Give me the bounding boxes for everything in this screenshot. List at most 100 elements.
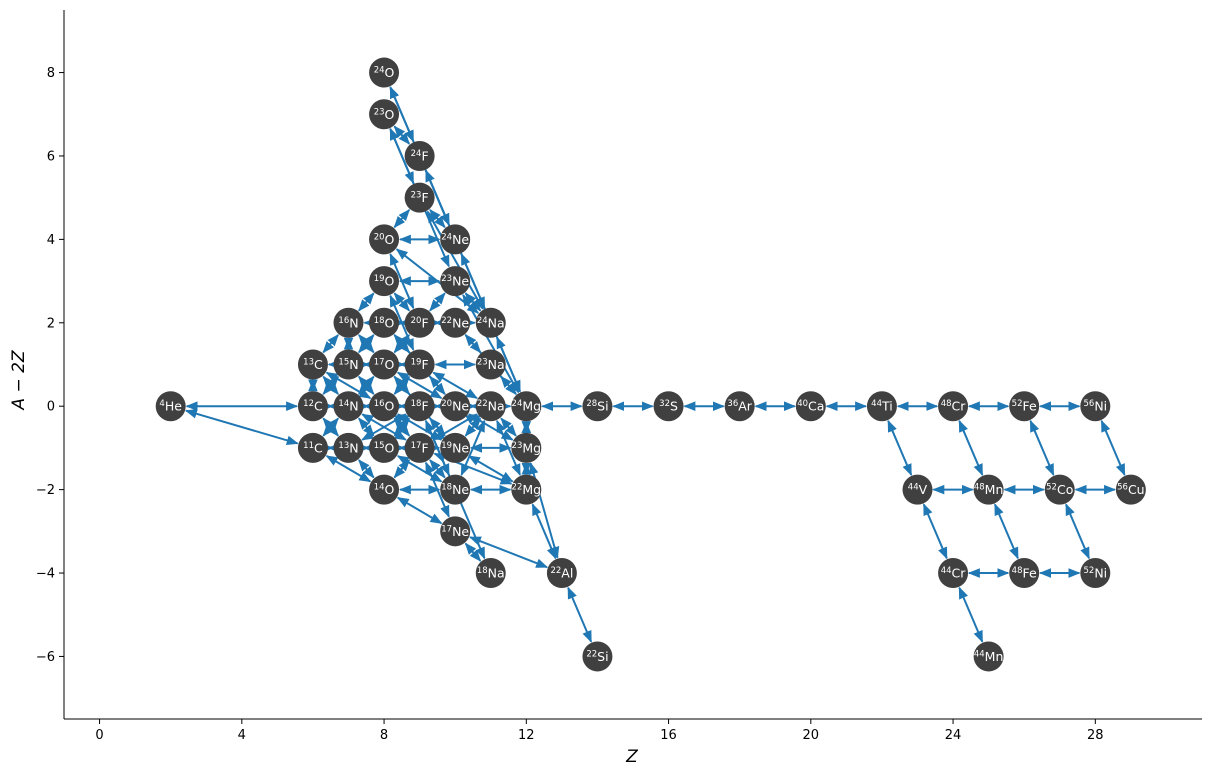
element-symbol: V (919, 482, 928, 497)
element-symbol: Mg (522, 440, 541, 455)
isotope-label: 19F (411, 357, 429, 372)
isotope-node-mn48: 48Mn (973, 474, 1004, 505)
element-symbol: Ne (452, 482, 469, 497)
isotope-label: 18Ne (441, 482, 469, 497)
mass-number: 16 (374, 399, 385, 409)
node-circle (369, 266, 400, 297)
isotope-node-c13: 13C (297, 349, 328, 380)
mass-number: 32 (659, 399, 670, 409)
mass-number: 17 (411, 441, 422, 451)
reaction-link-c13-n16 (322, 334, 339, 354)
reaction-link-na22-mg22 (496, 419, 521, 477)
mass-number: 44 (941, 566, 952, 576)
isotope-label: 40Ca (797, 399, 824, 414)
node-circle (475, 349, 506, 380)
isotope-node-cr48: 48Cr (938, 391, 969, 422)
element-symbol: C (314, 399, 323, 414)
mass-number: 23 (411, 191, 422, 201)
isotope-label: 28Si (586, 399, 608, 414)
element-symbol: Ca (808, 399, 824, 414)
node-circle (1115, 474, 1146, 505)
isotope-label: 13C (303, 357, 323, 372)
node-circle (404, 182, 435, 213)
node-circle (973, 641, 1004, 672)
element-symbol: Ne (452, 232, 469, 247)
node-circle (724, 391, 755, 422)
y-tick-label: 8 (47, 66, 55, 81)
element-symbol: Mg (522, 399, 541, 414)
mass-number: 22 (550, 566, 561, 576)
element-symbol: C (314, 357, 323, 372)
element-symbol: N (349, 315, 358, 330)
isotope-label: 52Co (1046, 482, 1073, 497)
element-symbol: Fe (1023, 566, 1038, 581)
mass-number: 18 (374, 316, 385, 326)
element-symbol: O (385, 399, 395, 414)
isotope-label: 20F (411, 315, 429, 330)
reaction-link-ne17-na18 (464, 542, 482, 562)
isotope-label: 52Fe (1012, 399, 1037, 414)
mass-number: 17 (374, 358, 385, 368)
isotope-node-co52: 52Co (1044, 474, 1075, 505)
mass-number: 24 (441, 232, 452, 242)
x-ticks: 0 4 8 12 16 20 24 28 (95, 719, 1104, 743)
element-symbol: Cr (952, 399, 967, 414)
isotope-label: 48Mn (974, 482, 1004, 497)
node-circle (1009, 391, 1040, 422)
isotope-label: 44V (908, 482, 928, 497)
isotope-node-o16: 16O (369, 391, 400, 422)
reaction-link-ne19-mg22 (467, 455, 514, 483)
reaction-link-ne17-al22 (468, 536, 549, 569)
isotope-label: 23Na (477, 357, 505, 372)
element-symbol: O (385, 107, 395, 122)
mass-number: 11 (303, 441, 314, 451)
mass-number: 48 (1012, 566, 1023, 576)
reaction-links (184, 86, 1126, 643)
node-circle (155, 391, 186, 422)
element-symbol: Ni (1094, 566, 1107, 581)
mass-number: 44 (974, 649, 985, 659)
x-tick-label: 8 (380, 728, 388, 743)
y-tick-label: 4 (47, 233, 55, 248)
isotope-node-al22: 22Al (546, 558, 577, 589)
isotope-node-ar36: 36Ar (724, 391, 755, 422)
isotope-node-f17: 17F (404, 432, 435, 463)
isotope-label: 12C (303, 399, 323, 414)
mass-number: 19 (374, 274, 385, 284)
isotope-label: 24Ne (441, 232, 469, 247)
isotope-label: 48Fe (1012, 566, 1037, 581)
node-circle (440, 474, 471, 505)
isotope-node-n15: 15N (333, 349, 364, 380)
isotope-label: 18Na (477, 566, 505, 581)
node-circle (546, 558, 577, 589)
reaction-link-na23-mg24 (500, 375, 517, 395)
isotope-node-cu56: 56Cu (1115, 474, 1146, 505)
mass-number: 52 (1083, 566, 1094, 576)
node-circle (475, 307, 506, 338)
mass-number: 40 (797, 399, 808, 409)
isotope-label: 22Ne (441, 315, 469, 330)
reaction-link-cr48-mn48 (958, 419, 984, 477)
isotope-label: 15O (374, 440, 395, 455)
x-tick-label: 16 (660, 728, 677, 743)
node-circle (1009, 558, 1040, 589)
isotope-node-o15: 15O (369, 432, 400, 463)
node-circle (1080, 558, 1111, 589)
isotope-nodes: 4He11C12C13C13N14N15N16N14O15O16O17O18O1… (155, 57, 1146, 672)
element-symbol: Ne (452, 440, 469, 455)
node-circle (475, 558, 506, 589)
element-symbol: Mn (985, 649, 1004, 664)
reaction-link-cr44-mn44 (958, 586, 984, 643)
isotope-label: 44Mn (974, 649, 1004, 664)
node-circle (1080, 391, 1111, 422)
isotope-node-f19: 19F (404, 349, 435, 380)
element-symbol: O (385, 482, 395, 497)
mass-number: 4 (159, 399, 164, 409)
isotope-node-n16: 16N (333, 307, 364, 338)
mass-number: 14 (374, 483, 385, 493)
node-circle (582, 391, 613, 422)
isotope-node-o23: 23O (369, 99, 400, 130)
element-symbol: F (421, 148, 428, 163)
mass-number: 24 (411, 149, 422, 159)
